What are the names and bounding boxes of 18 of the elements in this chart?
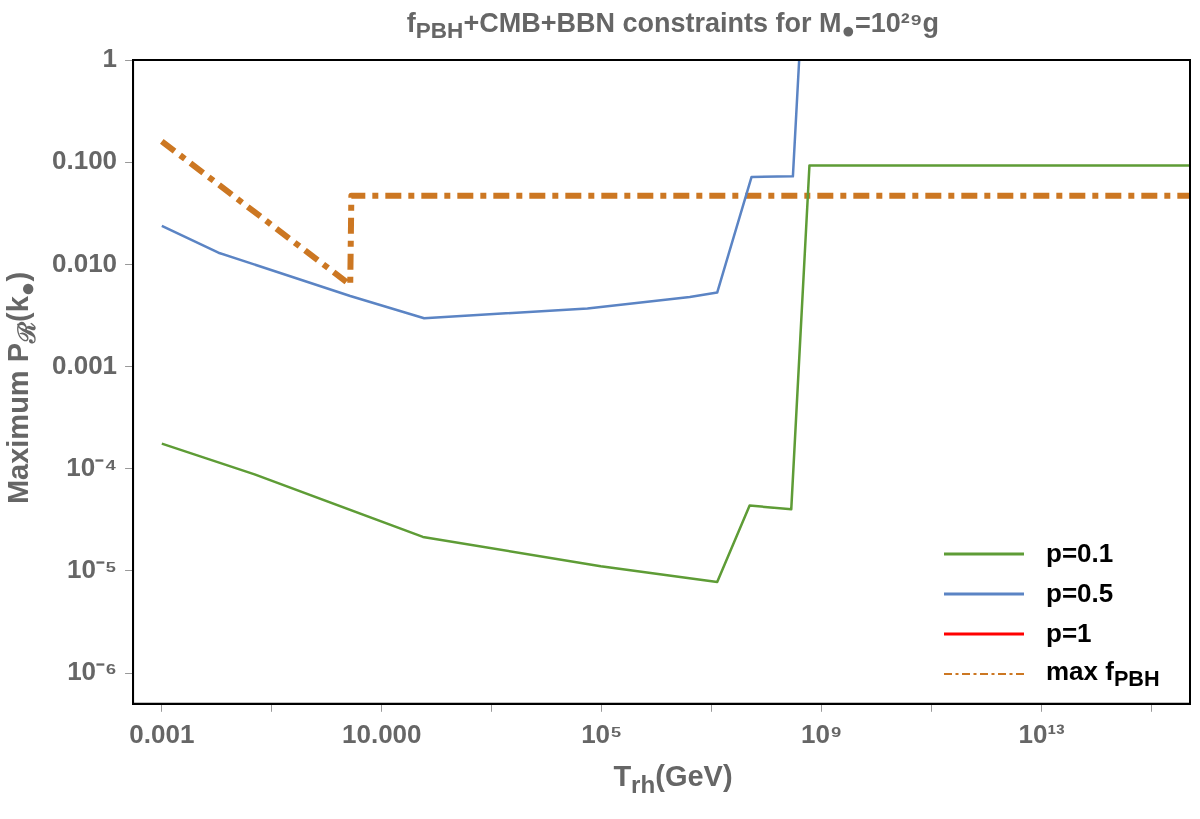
legend-label: p=0.1: [1046, 538, 1114, 570]
x-tick-label: 0.001: [129, 718, 195, 749]
y-tick-label: 0.010: [51, 247, 118, 278]
legend-label: p=0.5: [1046, 578, 1114, 610]
chart-title: f$_{PBH}$+CMB+BBN constraints for M$_{●}$=10²⁹g: [405, 8, 941, 45]
y-tick-label: 0.100: [51, 145, 118, 176]
y-tick-label: 0.001: [51, 349, 118, 380]
y-tick-label: 10⁻⁶: [67, 656, 118, 687]
y-tick-label: 10⁻⁵: [66, 554, 118, 585]
x-axis-title: T$_{rh}$(GeV): [612, 760, 734, 799]
x-tick-label: 10⁵: [581, 718, 623, 749]
legend-label: p=1: [1046, 618, 1092, 650]
legend-label: max f$_{PBH}$: [1046, 655, 1160, 692]
x-tick-label: 10¹³: [1018, 718, 1066, 749]
y-tick-label: 1: [102, 43, 118, 74]
y-tick-label: 10⁻⁴: [66, 451, 118, 482]
x-tick-label: 10⁹: [801, 718, 843, 749]
x-tick-label: 10.000: [341, 718, 422, 749]
